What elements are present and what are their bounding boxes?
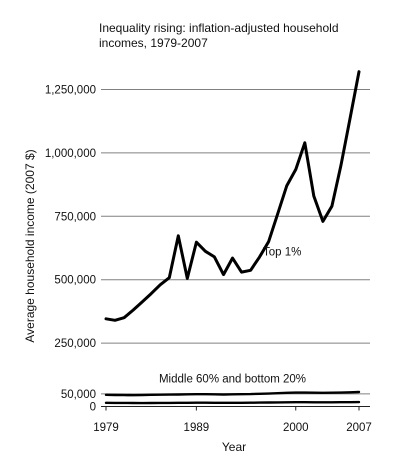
chart-title-line-2: incomes, 1979-2007: [99, 36, 208, 50]
y-tick-label: 250,000: [54, 338, 96, 350]
y-tick-label: 1,250,000: [45, 85, 96, 97]
y-tick-label: 1,000,000: [45, 148, 96, 160]
y-tick-labels: 050,000 250,000 500,000 750,000 1,000,000 1,2…: [45, 85, 96, 414]
y-axis-label: Average household income (2007 $): [23, 149, 37, 342]
chart-title-line-1: Inequality rising: inflation-adjusted ho…: [99, 21, 339, 35]
x-tick-label: 2007: [346, 422, 372, 434]
x-tick-label: 1979: [93, 422, 119, 434]
x-tick-labels: 1979 1989 2000 2007: [93, 406, 372, 434]
y-tick-label: 0: [90, 402, 96, 414]
series-line-middle-60: [104, 390, 361, 397]
x-tick-label: 2000: [283, 422, 309, 434]
annotation-middle-bottom: Middle 60% and bottom 20%: [159, 373, 306, 385]
series-lines: [104, 70, 361, 405]
series-line-bottom-20: [104, 400, 361, 405]
y-tick-label: 50,000: [61, 389, 96, 401]
gridlines: [101, 89, 370, 407]
x-axis-label: Year: [222, 440, 246, 454]
annotation-top-1-percent: Top 1%: [263, 247, 301, 259]
y-tick-label: 500,000: [54, 275, 96, 287]
x-tick-label: 1989: [184, 422, 210, 434]
y-tick-label: 750,000: [54, 211, 96, 223]
series-line-top-1: [104, 70, 361, 322]
